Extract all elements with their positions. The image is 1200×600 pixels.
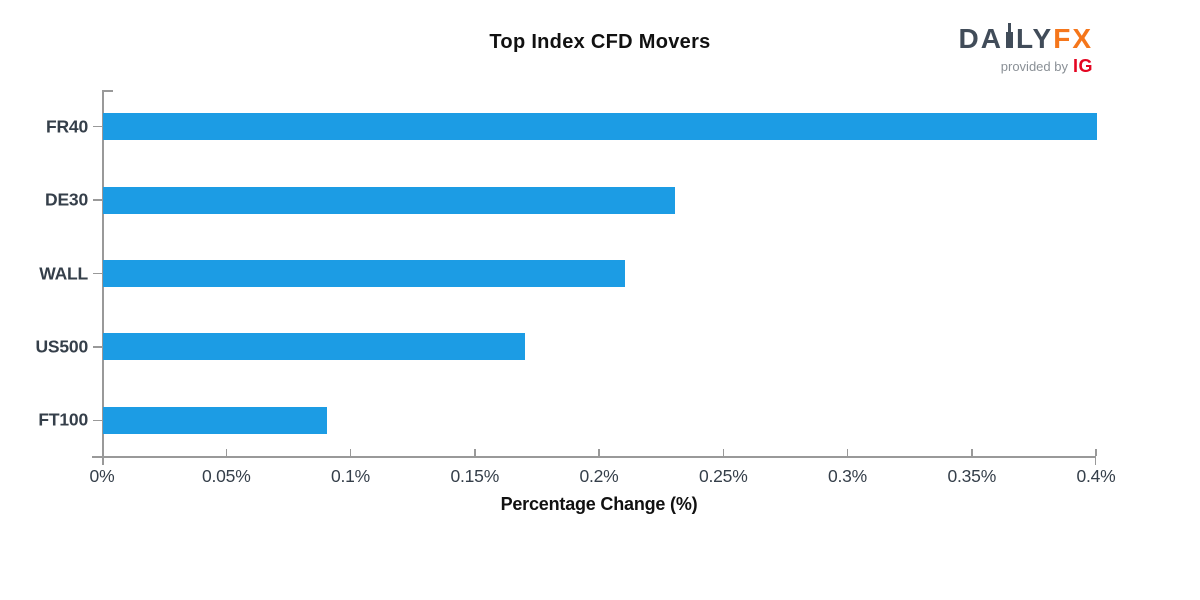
y-label-fr40: FR40	[46, 116, 88, 137]
x-tick-0.4%	[1095, 449, 1097, 456]
y-tick-fr40	[93, 125, 102, 128]
y-label-wall: WALL	[39, 263, 88, 283]
bar-fr40	[103, 113, 1097, 141]
x-tick-label-0.15%: 0.15%	[450, 466, 500, 486]
logo-text-ly: LY	[1016, 23, 1054, 54]
y-label-de30: DE30	[45, 189, 88, 210]
x-tick-label-0.05%: 0.05%	[201, 466, 251, 486]
x-tick-0.05%	[225, 449, 227, 456]
x-tick-0.15%	[474, 449, 476, 456]
bar-de30	[103, 186, 675, 214]
x-tick-label-0.35%: 0.35%	[947, 466, 997, 486]
y-label-ft100: FT100	[38, 409, 88, 430]
y-axis-line	[102, 90, 104, 465]
x-axis-title: Percentage Change (%)	[500, 494, 698, 514]
y-axis-top-cap	[102, 90, 113, 92]
bar-us500	[103, 333, 526, 361]
bar-ft100	[103, 406, 327, 434]
candle-body	[1006, 32, 1013, 48]
x-tick-label-0%: 0%	[89, 466, 115, 486]
x-tick-label-0.2%: 0.2%	[579, 466, 619, 486]
y-tick-de30	[93, 199, 102, 201]
x-tick-0.25%	[722, 449, 724, 456]
logo-text-da: DA	[958, 23, 1003, 54]
candle-wick	[1008, 23, 1011, 33]
candlestick-icon	[1005, 23, 1014, 48]
y-tick-ft100	[93, 419, 102, 422]
x-axis-end-cap	[1094, 456, 1097, 465]
x-tick-0.2%	[598, 449, 600, 456]
provided-by-text: provided by	[1000, 59, 1068, 74]
provided-by-row: provided by IG	[959, 56, 1093, 77]
x-tick-label-0.25%: 0.25%	[698, 466, 748, 486]
logo-text-fx: FX	[1053, 23, 1093, 54]
y-tick-wall	[93, 272, 102, 275]
bar-wall	[103, 260, 625, 287]
x-tick-label-0.1%: 0.1%	[330, 466, 371, 486]
x-tick-0.3%	[846, 449, 849, 456]
y-tick-us500	[93, 346, 102, 348]
dailyfx-wordmark: DA LYFX	[958, 23, 1093, 54]
x-tick-label-0.4%: 0.4%	[1076, 466, 1116, 486]
x-axis-line	[92, 456, 1096, 458]
x-tick-label-0.3%: 0.3%	[827, 466, 868, 486]
x-tick-0.1%	[349, 449, 352, 456]
ig-logo: IG	[1072, 56, 1093, 76]
chart-title: Top Index CFD Movers	[489, 31, 711, 53]
dailyfx-logo: DA LYFX provided by IG	[958, 23, 1093, 77]
x-tick-0.35%	[971, 449, 973, 456]
plot-area: FR40 DE30 WALL US500 FT100 0% 0.05% 0.1% 0.15% 0.…	[35, 90, 1116, 486]
y-label-us500: US500	[35, 336, 88, 357]
